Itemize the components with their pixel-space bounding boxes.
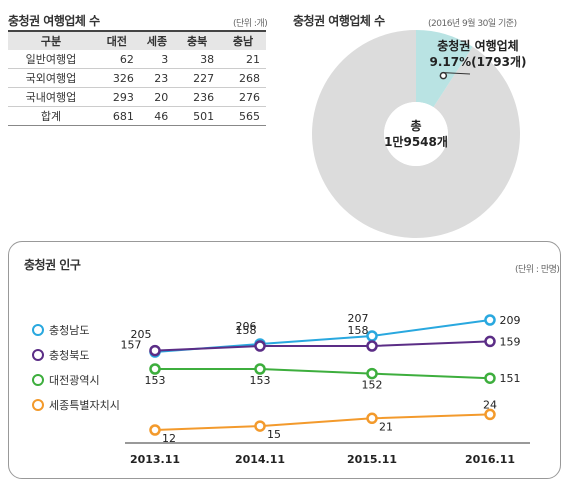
table-row: 일반여행업 62 3 38 21	[8, 50, 266, 69]
header-chungbuk: 충북	[174, 30, 221, 50]
data-point	[254, 420, 266, 432]
table-cell: 23	[139, 68, 175, 88]
data-label: 12	[162, 432, 176, 445]
data-point	[484, 372, 496, 384]
table-unit: (단위 :개)	[233, 19, 268, 29]
table-cell: 681	[93, 106, 140, 126]
table-title: 충청권 여행업체 수	[8, 14, 100, 28]
data-label: 159	[500, 335, 521, 348]
legend-label: 충청남도	[49, 324, 90, 337]
data-label: 151	[500, 372, 521, 385]
donut-chart: 충청권 여행업체 9.17%(1793개) 총 1만9548개	[312, 30, 527, 238]
legend-label: 충청북도	[49, 349, 90, 362]
x-tick-label: 2016.11	[465, 453, 515, 466]
data-point	[484, 408, 496, 421]
data-point	[484, 314, 496, 326]
line-chart-title: 충청권 인구	[24, 258, 81, 272]
table-cell: 293	[93, 87, 140, 107]
table-cell: 326	[93, 68, 140, 88]
donut-unit: (2016년 9월 30일 기준)	[428, 19, 517, 29]
data-label: 21	[379, 420, 393, 433]
x-tick-label: 2014.11	[235, 453, 285, 466]
data-label: 207	[348, 312, 369, 325]
table-cell: 38	[174, 50, 221, 69]
donut-center	[384, 102, 448, 166]
legend-item-sejong: 세종특별자치시	[32, 397, 120, 413]
line-chart-unit: (단위 : 만명)	[515, 265, 560, 275]
data-point	[484, 335, 496, 348]
header-daejeon: 대전	[93, 30, 140, 50]
legend-marker	[32, 399, 44, 411]
center-total-value: 1만9548개	[384, 134, 448, 149]
series-line	[154, 319, 491, 353]
table-cell: 268	[220, 68, 266, 88]
data-point	[366, 367, 378, 380]
table-row: 국외여행업 326 23 227 268	[8, 68, 266, 88]
data-label: 153	[250, 374, 271, 387]
header-chungnam: 충남	[220, 30, 266, 50]
legend-item-chungnam: 충청남도	[32, 322, 89, 338]
legend-marker	[32, 349, 44, 361]
legend-item-chungbuk: 충청북도	[32, 347, 89, 363]
data-point	[149, 344, 161, 357]
table-cell: 276	[220, 87, 266, 107]
table-cell: 565	[220, 106, 266, 126]
table-cell: 합계	[8, 106, 94, 126]
data-label: 157	[121, 339, 142, 352]
series-line	[155, 368, 491, 380]
data-label: 206	[236, 320, 257, 333]
data-point	[366, 412, 378, 425]
donut-slice-rest	[312, 30, 520, 238]
header-sejong: 세종	[139, 30, 175, 50]
table-cell: 일반여행업	[8, 50, 94, 69]
data-point	[366, 340, 378, 352]
table-cell: 62	[93, 50, 140, 69]
x-tick-label: 2015.11	[347, 453, 397, 466]
table-cell: 국외여행업	[8, 68, 94, 88]
center-total-label: 총	[410, 118, 421, 133]
table-cell: 501	[174, 106, 221, 126]
table-cell: 국내여행업	[8, 87, 94, 107]
table-cell: 236	[174, 87, 221, 107]
header-category: 구분	[8, 30, 94, 50]
data-point	[149, 424, 161, 436]
legend-item-daejeon: 대전광역시	[32, 372, 100, 388]
legend-marker	[32, 374, 44, 386]
legend-label: 세종특별자치시	[49, 399, 120, 412]
legend-label: 대전광역시	[49, 374, 100, 387]
donut-slice-highlight	[416, 30, 473, 108]
table-cell: 20	[139, 87, 175, 107]
callout-label: 충청권 여행업체	[437, 38, 518, 53]
data-point	[149, 363, 161, 375]
data-label: 158	[236, 324, 257, 337]
data-label: 205	[131, 328, 152, 341]
table-row: 국내여행업 293 20 236 276	[8, 87, 266, 107]
data-point	[366, 330, 378, 342]
table-total-row: 합계 681 46 501 565	[8, 106, 266, 126]
data-label: 158	[348, 324, 369, 337]
data-label: 24	[483, 398, 497, 411]
population-panel	[8, 241, 561, 479]
donut-title: 충청권 여행업체 수	[293, 14, 385, 28]
legend-marker	[32, 324, 44, 336]
data-label: 152	[362, 379, 383, 392]
series-line	[154, 413, 491, 431]
table-header-row: 구분 대전 세종 충북 충남	[8, 30, 266, 50]
table-cell: 3	[139, 50, 175, 69]
table-cell: 46	[139, 106, 175, 126]
data-label: 15	[267, 428, 281, 441]
callout-marker	[439, 71, 448, 80]
table-cell: 227	[174, 68, 221, 88]
callout-value: 9.17%(1793개)	[429, 55, 526, 69]
travel-agency-table: 구분 대전 세종 충북 충남 일반여행업 62 3 38 21 국외여행업 32…	[8, 30, 266, 126]
data-label: 153	[145, 374, 166, 387]
data-point	[254, 340, 266, 352]
callout-leader-line	[443, 72, 471, 75]
series-line	[154, 340, 491, 352]
x-tick-label: 2013.11	[130, 453, 180, 466]
table-cell: 21	[220, 50, 266, 69]
data-label: 209	[500, 314, 521, 327]
data-point	[254, 363, 266, 375]
